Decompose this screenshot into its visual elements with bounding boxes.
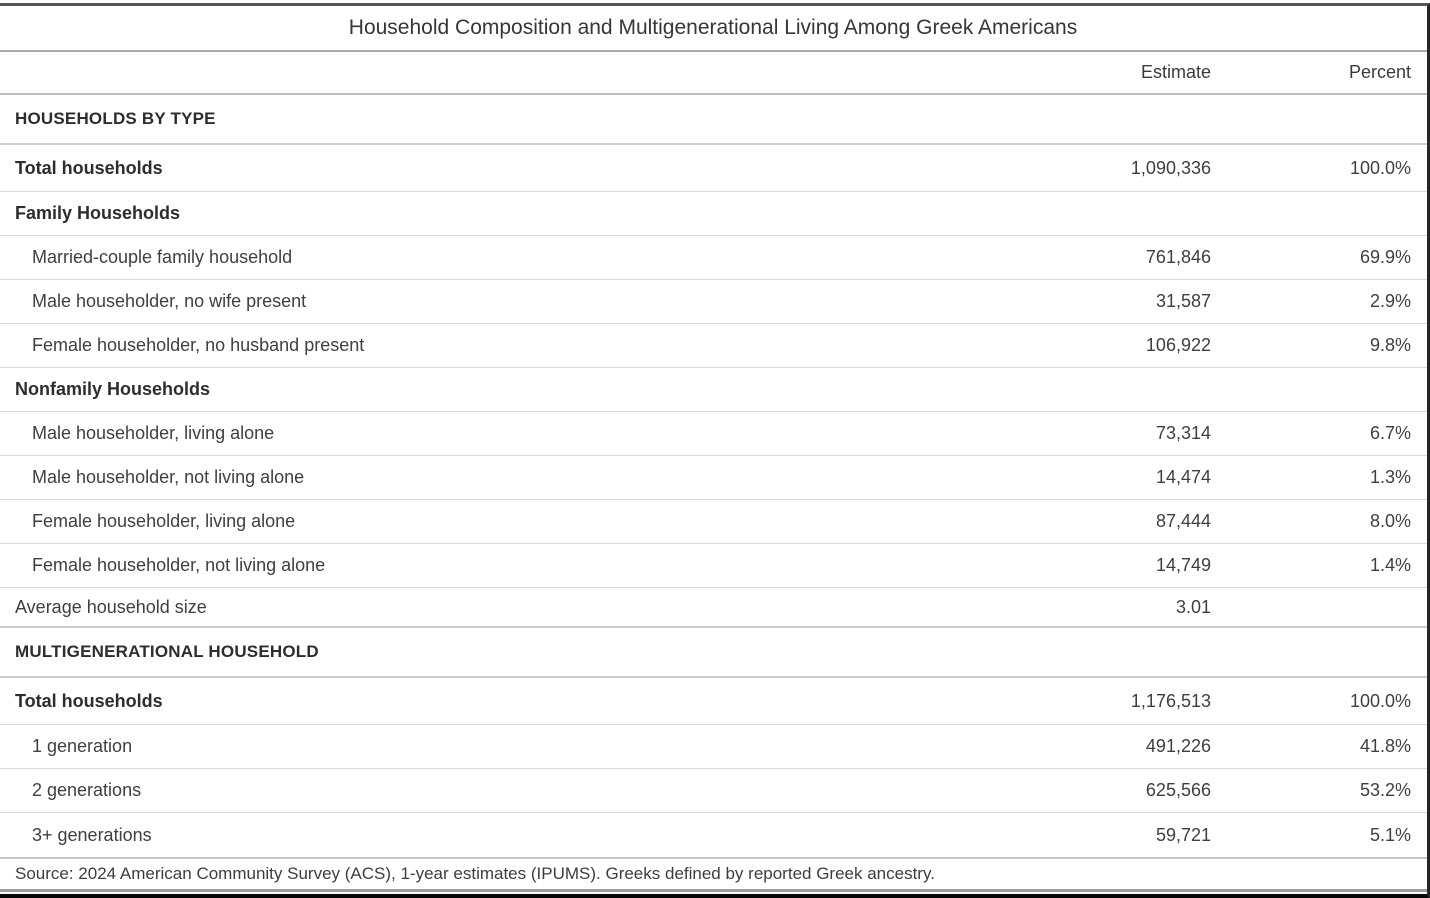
row-percent-value: 53.2% (1359, 780, 1411, 800)
data-row: 2 generations 625,566 53.2% (0, 769, 1427, 813)
data-row: 3+ generations 59,721 5.1% (0, 813, 1427, 859)
row-percent-value: 5.1% (1369, 824, 1411, 845)
total-row: Total households 1,176,513 100.0% (0, 678, 1427, 725)
row-label: 3+ generations (32, 824, 152, 845)
row-estimate-value: 625,566 (1145, 780, 1211, 800)
row-estimate-value: 1,176,513 (1130, 690, 1211, 711)
table-title-row: Household Composition and Multigeneratio… (0, 6, 1427, 52)
row-percent-value: 9.8% (1369, 335, 1411, 355)
source-note: Source: 2024 American Community Survey (… (15, 864, 935, 883)
data-row: Female householder, living alone 87,444 8.… (0, 500, 1427, 544)
row-label: Female householder, not living alone (32, 555, 326, 575)
row-estimate-value: 1,090,336 (1130, 157, 1211, 178)
row-label: Average household size (15, 596, 207, 617)
row-label: MULTIGENERATIONAL HOUSEHOLD (15, 642, 319, 661)
row-percent-value: 69.9% (1359, 247, 1411, 267)
row-estimate-value: 106,922 (1145, 335, 1211, 355)
row-percent-value: 100.0% (1349, 690, 1411, 711)
data-row: Male householder, no wife present 31,587 2… (0, 280, 1427, 324)
row-percent-value: 1.4% (1369, 555, 1411, 575)
row-percent-value: 41.8% (1359, 736, 1411, 756)
row-label: 2 generations (32, 780, 142, 800)
row-percent-value: 100.0% (1349, 157, 1411, 178)
row-label: Male householder, no wife present (32, 291, 307, 311)
section-header-row: HOUSEHOLDS BY TYPE (0, 95, 1427, 145)
data-row: Male householder, not living alone 14,474… (0, 456, 1427, 500)
section-header-row: MULTIGENERATIONAL HOUSEHOLD (0, 628, 1427, 678)
row-estimate-value: 14,474 (1155, 467, 1211, 487)
data-row: Female householder, not living alone 14,7… (0, 544, 1427, 588)
row-label: Nonfamily Households (15, 379, 211, 399)
row-estimate-value: 87,444 (1155, 511, 1211, 531)
subsection-header-row: Family Households (0, 192, 1427, 236)
row-label: Male householder, not living alone (32, 467, 305, 487)
household-composition-table: Household Composition and Multigeneratio… (0, 3, 1430, 898)
row-percent-value: 8.0% (1369, 511, 1411, 531)
row-label: Married-couple family household (32, 247, 293, 267)
row-label: HOUSEHOLDS BY TYPE (15, 109, 216, 128)
data-row: Female householder, no husband present 10… (0, 324, 1427, 368)
column-header-percent: Percent (1348, 62, 1411, 82)
row-estimate-value: 59,721 (1155, 824, 1211, 845)
data-row: 1 generation 491,226 41.8% (0, 725, 1427, 769)
row-label: Male householder, living alone (32, 423, 275, 443)
row-label: Total households (15, 157, 163, 178)
table-body: HOUSEHOLDS BY TYPE Total households 1,090,… (0, 95, 1427, 859)
row-percent-value: 6.7% (1369, 423, 1411, 443)
column-header-estimate: Estimate (1140, 62, 1211, 82)
row-estimate-value: 73,314 (1155, 423, 1211, 443)
row-estimate-value: 14,749 (1155, 555, 1211, 575)
total-row: Total households 1,090,336 100.0% (0, 145, 1427, 192)
row-label: Family Households (15, 203, 181, 223)
source-note-row: Source: 2024 American Community Survey (… (0, 859, 1427, 892)
data-row: Male householder, living alone 73,314 6.7% (0, 412, 1427, 456)
row-percent-value: 2.9% (1369, 291, 1411, 311)
column-header-row: Estimate Percent (0, 52, 1427, 95)
row-estimate-value: 31,587 (1155, 291, 1211, 311)
row-estimate-value: 491,226 (1145, 736, 1211, 756)
subsection-header-row: Nonfamily Households (0, 368, 1427, 412)
row-label: Female householder, living alone (32, 511, 296, 531)
row-label: Female householder, no husband present (32, 335, 365, 355)
row-percent-value: 1.3% (1369, 467, 1411, 487)
row-label: Total households (15, 690, 163, 711)
data-row: Average household size 3.01 (0, 588, 1427, 628)
table-title: Household Composition and Multigeneratio… (348, 16, 1078, 39)
row-estimate-value: 3.01 (1175, 596, 1211, 617)
row-estimate-value: 761,846 (1145, 247, 1211, 267)
data-row: Married-couple family household 761,846 69… (0, 236, 1427, 280)
row-label: 1 generation (32, 736, 133, 756)
